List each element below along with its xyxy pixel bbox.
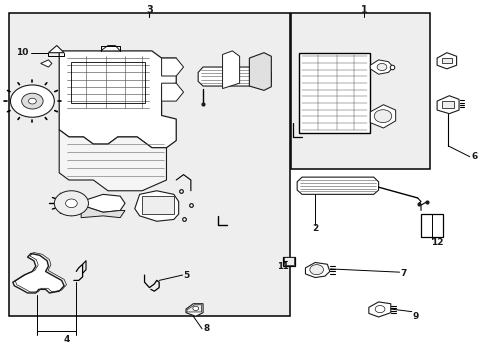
Polygon shape: [249, 53, 271, 90]
Text: 8: 8: [203, 324, 209, 333]
Polygon shape: [186, 305, 201, 312]
Polygon shape: [436, 53, 456, 69]
Circle shape: [376, 63, 386, 71]
Polygon shape: [101, 45, 120, 51]
Polygon shape: [59, 130, 166, 191]
Polygon shape: [297, 177, 378, 194]
Polygon shape: [161, 83, 183, 101]
Polygon shape: [48, 45, 64, 53]
Text: 7: 7: [400, 269, 406, 278]
Text: 11: 11: [276, 262, 288, 271]
Bar: [283, 257, 294, 265]
Text: 9: 9: [412, 312, 418, 321]
Circle shape: [192, 306, 198, 311]
Polygon shape: [369, 105, 395, 128]
Polygon shape: [185, 304, 203, 316]
Bar: [441, 58, 451, 63]
Polygon shape: [161, 58, 183, 76]
Circle shape: [10, 85, 54, 117]
Polygon shape: [76, 194, 125, 212]
Bar: [299, 53, 369, 134]
Circle shape: [374, 306, 384, 313]
Text: 6: 6: [470, 152, 476, 161]
Text: 2: 2: [311, 224, 318, 233]
Circle shape: [54, 191, 88, 216]
Polygon shape: [222, 51, 239, 89]
Circle shape: [28, 98, 36, 104]
Text: 5: 5: [183, 270, 189, 279]
Bar: [290, 13, 429, 169]
Text: 10: 10: [16, 48, 28, 57]
Polygon shape: [305, 262, 329, 278]
Polygon shape: [59, 51, 176, 148]
Bar: [71, 62, 144, 103]
Polygon shape: [368, 302, 390, 317]
Circle shape: [373, 110, 391, 123]
Text: 12: 12: [430, 238, 443, 247]
Polygon shape: [13, 253, 64, 293]
Bar: [282, 257, 295, 266]
Bar: [13, 15, 285, 313]
Polygon shape: [135, 191, 178, 221]
Circle shape: [21, 93, 43, 109]
Text: 3: 3: [146, 5, 152, 15]
Polygon shape: [369, 60, 392, 74]
Bar: [420, 214, 442, 237]
Text: 4: 4: [63, 335, 70, 344]
Bar: [9, 13, 289, 316]
Polygon shape: [198, 67, 271, 86]
Polygon shape: [81, 205, 125, 218]
Text: 1: 1: [360, 5, 366, 15]
Polygon shape: [41, 60, 52, 67]
Polygon shape: [436, 96, 458, 114]
Circle shape: [65, 199, 77, 208]
Bar: [441, 101, 453, 108]
Circle shape: [309, 265, 323, 275]
Bar: [142, 196, 173, 214]
